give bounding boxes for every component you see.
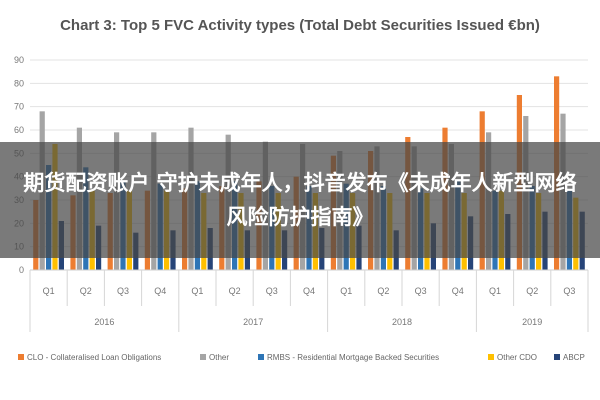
- x-tick-label: Q4: [303, 286, 315, 296]
- x-tick-label: Q1: [340, 286, 352, 296]
- y-tick-label: 80: [14, 78, 24, 88]
- x-group-label: 2017: [243, 317, 263, 327]
- chart-title: Chart 3: Top 5 FVC Activity types (Total…: [60, 17, 540, 34]
- legend-swatch: [554, 354, 560, 360]
- x-group-label: 2019: [522, 317, 542, 327]
- x-tick-label: Q3: [563, 286, 575, 296]
- x-tick-label: Q3: [266, 286, 278, 296]
- x-axis: Q1 Q2 Q3 Q4 Q1 Q2 Q3 Q4 Q1 Q2 Q3 Q4 Q1 Q2 Q3 2016 2017 20…: [29, 269, 589, 332]
- x-tick-label: Q2: [377, 286, 389, 296]
- x-tick-label: Q1: [191, 286, 203, 296]
- x-group-label: 2018: [392, 317, 412, 327]
- legend-label: Other CDO: [497, 353, 537, 362]
- legend: CLO - Collateralised Loan Obligations Oth…: [18, 353, 585, 362]
- x-tick-label: Q3: [415, 286, 427, 296]
- legend-label: RMBS - Residential Mortgage Backed Secur…: [267, 353, 439, 362]
- legend-swatch: [18, 354, 24, 360]
- y-tick-label: 90: [14, 55, 24, 65]
- overlay-text: 期货配资账户 守护未成年人，抖音发布《未成年人新型网络风险防护指南》: [23, 171, 577, 229]
- legend-label: ABCP: [563, 353, 585, 362]
- legend-swatch: [258, 354, 264, 360]
- legend-swatch: [200, 354, 206, 360]
- x-tick-label: Q2: [229, 286, 241, 296]
- x-group-label: 2016: [94, 317, 114, 327]
- legend-label: CLO - Collateralised Loan Obligations: [27, 353, 161, 362]
- x-tick-label: Q1: [43, 286, 55, 296]
- x-tick-label: Q3: [117, 286, 129, 296]
- x-tick-label: Q2: [80, 286, 92, 296]
- overlay-banner: 期货配资账户 守护未成年人，抖音发布《未成年人新型网络风险防护指南》: [0, 142, 600, 258]
- x-tick-label: Q1: [489, 286, 501, 296]
- legend-swatch: [488, 354, 494, 360]
- legend-label: Other: [209, 353, 229, 362]
- y-tick-label: 0: [19, 265, 24, 275]
- y-tick-label: 70: [14, 102, 24, 112]
- y-tick-label: 60: [14, 125, 24, 135]
- x-tick-label: Q4: [154, 286, 166, 296]
- x-tick-label: Q2: [526, 286, 538, 296]
- x-tick-label: Q4: [452, 286, 464, 296]
